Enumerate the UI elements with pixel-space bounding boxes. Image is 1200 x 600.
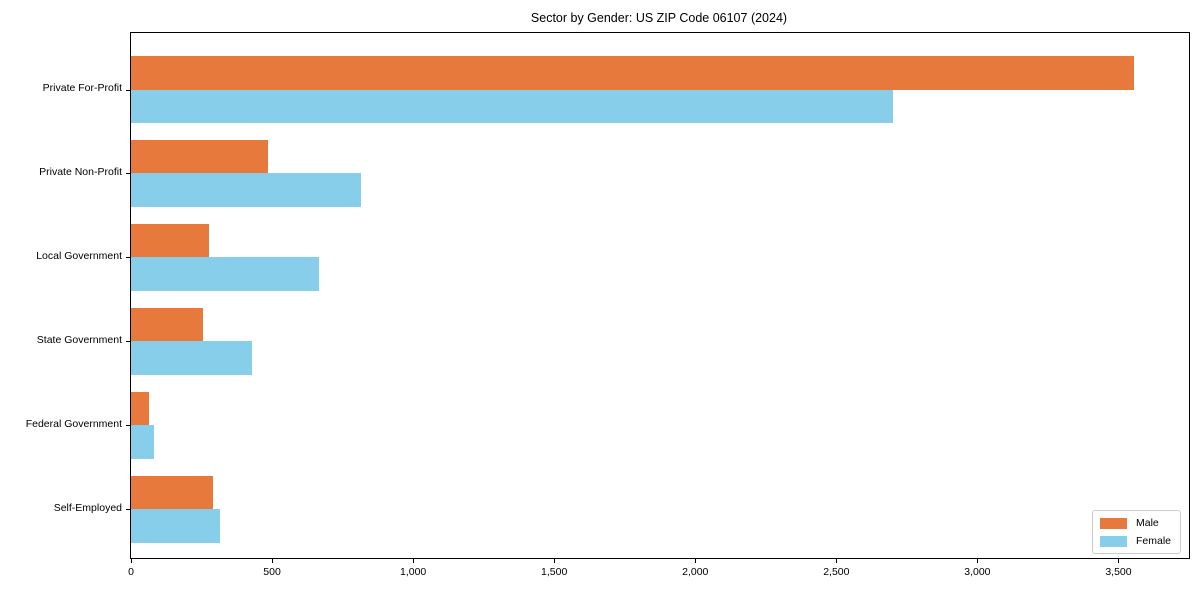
x-tick-4 [695, 559, 697, 563]
x-tick-5 [836, 559, 838, 563]
bar-male-2 [131, 223, 209, 258]
plot-area: Male Female 0 500 1,000 1,500 2,000 2,500 3,000… [126, 32, 1190, 578]
bar-female-0 [131, 89, 893, 123]
legend-swatch-female [1099, 535, 1127, 547]
legend-swatch-male [1099, 517, 1127, 529]
bar-male-3 [131, 307, 203, 342]
bar-female-2 [131, 257, 319, 291]
y-axis-label-4: Federal Government [25, 417, 122, 430]
x-tick-label-7: 3,500 [1105, 566, 1132, 578]
y-tick-2 [126, 257, 131, 259]
x-tick-1 [272, 559, 274, 563]
legend-entry-male: Male [1099, 517, 1171, 529]
x-tick-label-5: 2,500 [823, 566, 850, 578]
y-axis-label-3: State Government [36, 333, 122, 346]
x-tick-2 [413, 559, 415, 563]
y-axis-label-5: Self-Employed [53, 501, 122, 514]
x-tick-label-4: 2,000 [682, 566, 709, 578]
bar-male-4 [131, 391, 150, 426]
y-tick-0 [126, 89, 131, 91]
x-tick-label-0: 0 [128, 566, 134, 578]
x-tick-3 [554, 559, 556, 563]
legend: Male Female [1091, 510, 1181, 554]
y-axis-label-1: Private Non-Profit [39, 165, 122, 178]
bar-male-0 [131, 56, 1134, 90]
bar-female-1 [131, 173, 361, 207]
bar-female-5 [131, 509, 220, 543]
y-tick-4 [126, 425, 131, 427]
legend-label-male: Male [1135, 517, 1159, 529]
x-tick-label-3: 1,500 [541, 566, 568, 578]
legend-entry-female: Female [1099, 535, 1171, 547]
y-tick-1 [126, 173, 131, 175]
y-axis-label-0: Private For-Profit [42, 82, 122, 94]
chart-title: Sector by Gender: US ZIP Code 06107 (202… [530, 11, 788, 25]
x-tick-label-6: 3,000 [964, 566, 991, 578]
y-axis-label-2: Local Government [36, 249, 122, 262]
bar-male-1 [131, 139, 268, 174]
bar-female-3 [131, 341, 253, 375]
x-tick-label-2: 1,000 [399, 566, 427, 578]
y-tick-5 [126, 509, 131, 510]
x-tick-0 [131, 559, 132, 563]
bar-female-4 [131, 425, 154, 459]
x-tick-6 [977, 559, 979, 563]
y-tick-3 [126, 341, 131, 343]
x-tick-7 [1118, 559, 1120, 563]
bar-male-5 [131, 475, 213, 509]
x-tick-label-1: 500 [263, 566, 281, 578]
legend-label-female: Female [1135, 535, 1171, 547]
